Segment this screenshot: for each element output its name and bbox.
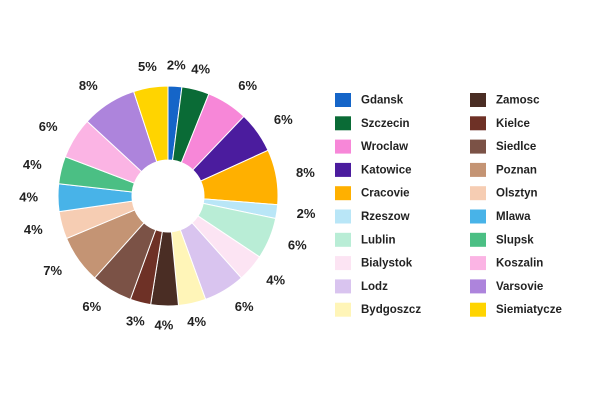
- legend-item-kielce: Kielce: [470, 116, 530, 131]
- percent-label-mlawa: 4%: [19, 190, 38, 205]
- legend-swatch-varsovie: [470, 279, 486, 294]
- legend-item-gdansk: Gdansk: [335, 93, 404, 107]
- legend-item-szczecin: Szczecin: [335, 116, 410, 131]
- legend-item-lodz: Lodz: [335, 279, 388, 294]
- legend-item-mlawa: Mlawa: [470, 209, 531, 224]
- legend-label-wroclaw: Wroclaw: [361, 141, 408, 153]
- legend-item-rzeszow: Rzeszow: [335, 209, 410, 224]
- percent-label-koszalin: 6%: [39, 119, 58, 134]
- percent-label-szczecin: 4%: [191, 62, 210, 77]
- legend-item-slupsk: Slupsk: [470, 232, 534, 247]
- legend-swatch-wroclaw: [335, 139, 351, 154]
- legend-label-kielce: Kielce: [496, 118, 530, 130]
- percent-label-bialystok: 4%: [266, 273, 285, 288]
- legend-label-cracovie: Cracovie: [361, 188, 410, 200]
- percent-label-varsovie: 8%: [79, 78, 98, 93]
- percent-label-poznan: 7%: [43, 263, 62, 278]
- legend-label-zamosc: Zamosc: [496, 95, 540, 107]
- legend-label-poznan: Poznan: [496, 164, 537, 176]
- legend-swatch-lublin: [335, 232, 351, 247]
- legend-item-koszalin: Koszalin: [470, 256, 543, 271]
- legend-swatch-siemiatycze: [470, 302, 486, 317]
- percent-label-rzeszow: 2%: [297, 206, 316, 221]
- legend-item-bydgoszcz: Bydgoszcz: [335, 302, 421, 317]
- legend-swatch-katowice: [335, 162, 351, 177]
- legend-label-lodz: Lodz: [361, 281, 388, 293]
- percent-label-kielce: 3%: [126, 313, 145, 328]
- legend-label-rzeszow: Rzeszow: [361, 211, 410, 223]
- percent-label-siemiatycze: 5%: [138, 59, 157, 74]
- legend-label-katowice: Katowice: [361, 164, 412, 176]
- donut-slices: [57, 85, 279, 307]
- legend-item-siedlce: Siedlce: [470, 139, 536, 154]
- legend-item-siemiatycze: Siemiatycze: [470, 302, 562, 317]
- legend-swatch-cracovie: [335, 186, 351, 201]
- legend-label-bialystok: Bialystok: [361, 258, 413, 270]
- legend-swatch-gdansk: [335, 93, 351, 107]
- percent-label-siedlce: 6%: [82, 299, 101, 314]
- legend-label-slupsk: Slupsk: [496, 234, 534, 246]
- legend-item-bialystok: Bialystok: [335, 256, 413, 271]
- legend-label-koszalin: Koszalin: [496, 258, 543, 270]
- legend-label-siemiatycze: Siemiatycze: [496, 304, 562, 316]
- legend-item-zamosc: Zamosc: [470, 93, 540, 107]
- legend-label-olsztyn: Olsztyn: [496, 188, 538, 200]
- legend: Gdansk Szczecin Wroclaw Katowice Cracovie Rze…: [335, 93, 562, 317]
- legend-swatch-bydgoszcz: [335, 302, 351, 317]
- legend-item-katowice: Katowice: [335, 162, 412, 177]
- legend-item-cracovie: Cracovie: [335, 186, 410, 201]
- percent-label-katowice: 6%: [274, 112, 293, 127]
- legend-swatch-slupsk: [470, 232, 486, 247]
- legend-item-varsovie: Varsovie: [470, 279, 543, 294]
- slice-siemiatycze: [133, 85, 169, 163]
- legend-swatch-siedlce: [470, 139, 486, 154]
- legend-swatch-zamosc: [470, 93, 486, 107]
- legend-swatch-rzeszow: [335, 209, 351, 224]
- legend-swatch-poznan: [470, 162, 486, 177]
- legend-label-mlawa: Mlawa: [496, 211, 531, 223]
- legend-label-gdansk: Gdansk: [361, 95, 404, 107]
- legend-swatch-lodz: [335, 279, 351, 294]
- legend-label-varsovie: Varsovie: [496, 281, 543, 293]
- percent-labels: 2% 4% 6% 6% 8% 2% 6% 4% 6% 4% 4% 3% 6% 7% 4% 4% 4% 6% 8% 5%: [19, 58, 316, 333]
- legend-item-olsztyn: Olsztyn: [470, 186, 538, 201]
- percent-label-lublin: 6%: [288, 238, 307, 253]
- legend-label-bydgoszcz: Bydgoszcz: [361, 304, 421, 316]
- legend-label-siedlce: Siedlce: [496, 141, 536, 153]
- legend-swatch-kielce: [470, 116, 486, 131]
- percent-label-zamosc: 4%: [154, 317, 173, 332]
- percent-label-slupsk: 4%: [23, 157, 42, 172]
- percent-label-bydgoszcz: 4%: [187, 314, 206, 329]
- legend-label-lublin: Lublin: [361, 234, 396, 246]
- legend-swatch-bialystok: [335, 256, 351, 271]
- legend-label-szczecin: Szczecin: [361, 118, 410, 130]
- legend-swatch-olsztyn: [470, 186, 486, 201]
- legend-swatch-mlawa: [470, 209, 486, 224]
- legend-item-lublin: Lublin: [335, 232, 396, 247]
- percent-label-wroclaw: 6%: [238, 78, 257, 93]
- percent-label-lodz: 6%: [235, 299, 254, 314]
- legend-item-poznan: Poznan: [470, 162, 537, 177]
- legend-swatch-szczecin: [335, 116, 351, 131]
- percent-label-cracovie: 8%: [296, 165, 315, 180]
- legend-item-wroclaw: Wroclaw: [335, 139, 408, 154]
- percent-label-olsztyn: 4%: [24, 222, 43, 237]
- legend-swatch-koszalin: [470, 256, 486, 271]
- percent-label-gdansk: 2%: [167, 58, 186, 73]
